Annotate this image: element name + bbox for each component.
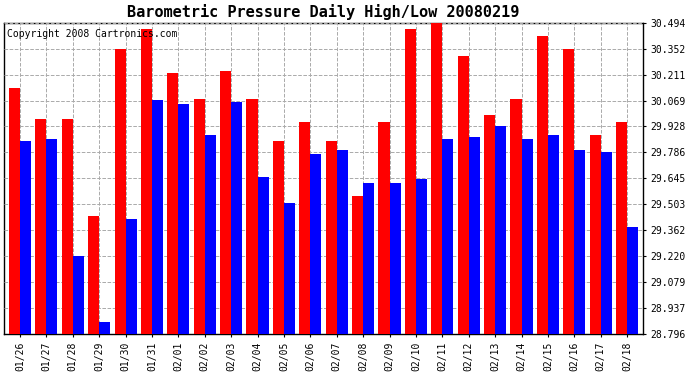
- Bar: [431, 24, 442, 334]
- Bar: [310, 153, 322, 334]
- Bar: [9, 88, 20, 334]
- Bar: [99, 322, 110, 334]
- Bar: [46, 139, 57, 334]
- Bar: [548, 135, 559, 334]
- Bar: [273, 141, 284, 334]
- Bar: [484, 115, 495, 334]
- Bar: [352, 196, 363, 334]
- Bar: [574, 150, 585, 334]
- Bar: [152, 100, 163, 334]
- Bar: [326, 141, 337, 334]
- Bar: [20, 141, 31, 334]
- Bar: [495, 126, 506, 334]
- Bar: [205, 135, 216, 334]
- Bar: [284, 203, 295, 334]
- Text: Copyright 2008 Cartronics.com: Copyright 2008 Cartronics.com: [8, 29, 178, 39]
- Bar: [141, 29, 152, 334]
- Bar: [416, 179, 427, 334]
- Bar: [35, 119, 46, 334]
- Bar: [257, 177, 268, 334]
- Bar: [405, 29, 416, 334]
- Bar: [616, 122, 627, 334]
- Bar: [522, 139, 533, 334]
- Bar: [61, 119, 73, 334]
- Bar: [590, 135, 601, 334]
- Title: Barometric Pressure Daily High/Low 20080219: Barometric Pressure Daily High/Low 20080…: [128, 4, 520, 20]
- Bar: [537, 36, 548, 334]
- Bar: [194, 99, 205, 334]
- Bar: [167, 73, 179, 334]
- Bar: [601, 152, 612, 334]
- Bar: [511, 99, 522, 334]
- Bar: [88, 216, 99, 334]
- Bar: [469, 137, 480, 334]
- Bar: [299, 122, 310, 334]
- Bar: [115, 49, 126, 334]
- Bar: [457, 56, 469, 334]
- Bar: [337, 150, 348, 334]
- Bar: [126, 219, 137, 334]
- Bar: [627, 227, 638, 334]
- Bar: [442, 139, 453, 334]
- Bar: [390, 183, 401, 334]
- Bar: [73, 256, 84, 334]
- Bar: [378, 122, 390, 334]
- Bar: [246, 99, 257, 334]
- Bar: [179, 104, 190, 334]
- Bar: [220, 71, 231, 334]
- Bar: [563, 49, 574, 334]
- Bar: [363, 183, 374, 334]
- Bar: [231, 102, 242, 334]
